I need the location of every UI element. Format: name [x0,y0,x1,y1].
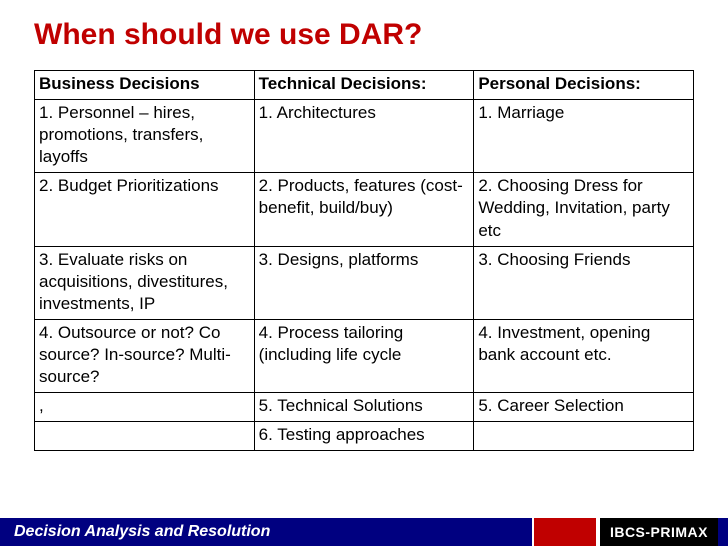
footer-accent-block [532,518,598,546]
col-header-personal: Personal Decisions: [474,71,694,100]
table-row: 6. Testing approaches [35,422,694,451]
col-header-technical: Technical Decisions: [254,71,474,100]
table-row: 2. Budget Prioritizations 2. Products, f… [35,173,694,246]
cell: 3. Designs, platforms [254,246,474,319]
table-row: 1. Personnel – hires, promotions, transf… [35,100,694,173]
col-header-business: Business Decisions [35,71,255,100]
cell: 4. Process tailoring (including life cyc… [254,319,474,392]
cell: 5. Technical Solutions [254,393,474,422]
table-row: 3. Evaluate risks on acquisitions, dives… [35,246,694,319]
footer-brand-logo: IBCS-PRIMAX [598,518,718,546]
table-header-row: Business Decisions Technical Decisions: … [35,71,694,100]
cell: 5. Career Selection [474,393,694,422]
cell: 4. Investment, opening bank account etc. [474,319,694,392]
cell: , [35,393,255,422]
decisions-table-container: Business Decisions Technical Decisions: … [34,70,694,451]
footer-brand-area: IBCS-PRIMAX [532,518,718,546]
cell: 2. Budget Prioritizations [35,173,255,246]
table-row: , 5. Technical Solutions 5. Career Selec… [35,393,694,422]
cell [474,422,694,451]
cell: 2. Choosing Dress for Wedding, Invitatio… [474,173,694,246]
slide-footer: Decision Analysis and Resolution IBCS-PR… [0,518,728,546]
cell: 6. Testing approaches [254,422,474,451]
table-row: 4. Outsource or not? Co source? In-sourc… [35,319,694,392]
cell: 2. Products, features (cost-benefit, bui… [254,173,474,246]
decisions-table: Business Decisions Technical Decisions: … [34,70,694,451]
cell: 3. Evaluate risks on acquisitions, dives… [35,246,255,319]
cell: 1. Marriage [474,100,694,173]
cell [35,422,255,451]
cell: 1. Personnel – hires, promotions, transf… [35,100,255,173]
slide-title: When should we use DAR? [0,0,728,52]
cell: 4. Outsource or not? Co source? In-sourc… [35,319,255,392]
footer-title: Decision Analysis and Resolution [14,523,270,541]
cell: 1. Architectures [254,100,474,173]
cell: 3. Choosing Friends [474,246,694,319]
